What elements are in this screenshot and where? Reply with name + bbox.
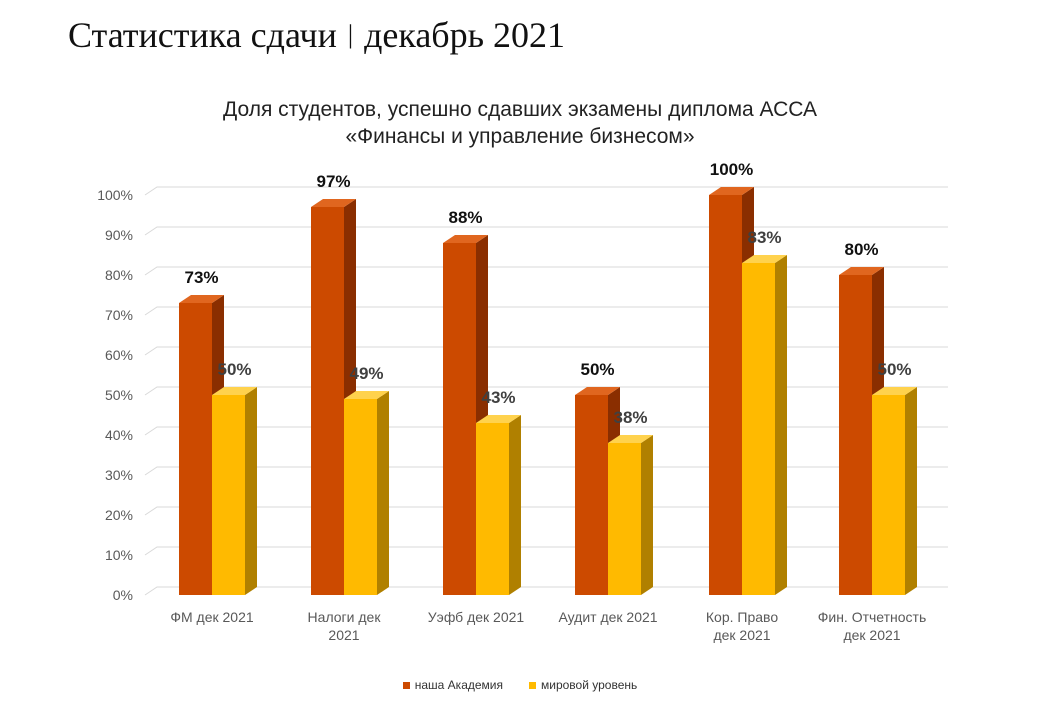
bar-world-side: [509, 415, 521, 595]
data-label-academy: 88%: [448, 208, 482, 227]
legend-item-academy: наша Академия: [402, 678, 503, 692]
gridline: [144, 346, 948, 356]
bar-world-side: [245, 387, 257, 595]
gridline: [144, 386, 948, 396]
bar-world: [476, 423, 509, 595]
x-category-label: дек 2021: [713, 627, 770, 643]
page-title: Статистика сдачи | декабрь 2021: [68, 14, 565, 56]
bar-world-top: [212, 387, 257, 395]
data-label-world: 49%: [349, 364, 383, 383]
bar-academy-top: [443, 235, 488, 243]
bar-academy-top: [311, 199, 356, 207]
bar-world-top: [608, 435, 653, 443]
x-category-label: Уэфб дек 2021: [428, 609, 525, 625]
y-tick-label: 0%: [113, 587, 133, 603]
page-title-left: Статистика сдачи: [68, 15, 337, 55]
bar-world: [608, 443, 641, 595]
x-category-label: Кор. Право: [706, 609, 778, 625]
bar-world: [212, 395, 245, 595]
bar-world-top: [344, 391, 389, 399]
bar-academy-top: [575, 387, 620, 395]
bar-world: [344, 399, 377, 595]
gridline: [144, 586, 948, 596]
gridline: [144, 186, 948, 196]
x-category-label: дек 2021: [843, 627, 900, 643]
bar-academy-top: [709, 187, 754, 195]
bar-academy: [709, 195, 742, 595]
y-tick-label: 70%: [105, 307, 133, 323]
data-label-academy: 73%: [184, 268, 218, 287]
gridline: [144, 426, 948, 436]
gridline: [144, 226, 948, 236]
data-label-academy: 100%: [710, 160, 753, 179]
bar-academy: [839, 275, 872, 595]
y-tick-label: 100%: [97, 187, 133, 203]
bar-world-side: [641, 435, 653, 595]
bar-academy: [311, 207, 344, 595]
chart-title-line-1: Доля студентов, успешно сдавших экзамены…: [223, 98, 817, 121]
gridline: [144, 506, 948, 516]
x-category-label: Аудит дек 2021: [558, 609, 657, 625]
bar-academy: [179, 303, 212, 595]
y-tick-label: 10%: [105, 547, 133, 563]
x-category-label: Фин. Отчетность: [818, 609, 927, 625]
bar-world-top: [476, 415, 521, 423]
page-title-right: декабрь 2021: [364, 15, 566, 55]
x-category-label: Налоги дек: [308, 609, 382, 625]
chart-legend: наша Академия мировой уровень: [0, 678, 1040, 692]
x-category-label: ФМ дек 2021: [170, 609, 254, 625]
y-tick-label: 60%: [105, 347, 133, 363]
x-category-label: 2021: [328, 627, 359, 643]
chart-title: Доля студентов, успешно сдавших экзамены…: [0, 96, 1040, 150]
bar-world: [872, 395, 905, 595]
title-separator: |: [347, 20, 354, 49]
gridline: [144, 546, 948, 556]
gridline: [144, 306, 948, 316]
bar-academy-top: [839, 267, 884, 275]
bar-world-side: [377, 391, 389, 595]
y-tick-label: 20%: [105, 507, 133, 523]
chart-title-line-2: «Финансы и управление бизнесом»: [345, 125, 695, 148]
bar-world-top: [872, 387, 917, 395]
data-label-world: 83%: [747, 228, 781, 247]
data-label-academy: 97%: [316, 172, 350, 191]
legend-swatch-world: [529, 681, 536, 689]
legend-label-academy: наша Академия: [414, 678, 503, 692]
y-tick-label: 50%: [105, 387, 133, 403]
data-label-world: 50%: [877, 360, 911, 379]
bar-academy: [575, 395, 608, 595]
bar-academy-top: [179, 295, 224, 303]
gridline: [144, 266, 948, 276]
bar-world-side: [905, 387, 917, 595]
y-tick-label: 80%: [105, 267, 133, 283]
legend-label-world: мировой уровень: [541, 678, 638, 692]
bar-world: [742, 263, 775, 595]
y-tick-label: 30%: [105, 467, 133, 483]
y-tick-label: 90%: [105, 227, 133, 243]
data-label-world: 38%: [613, 408, 647, 427]
bar-academy: [443, 243, 476, 595]
data-label-academy: 50%: [580, 360, 614, 379]
data-label-academy: 80%: [844, 240, 878, 259]
data-label-world: 50%: [217, 360, 251, 379]
bar-world-side: [775, 255, 787, 595]
y-tick-label: 40%: [105, 427, 133, 443]
legend-swatch-academy: [402, 681, 410, 689]
bar-world-top: [742, 255, 787, 263]
legend-item-world: мировой уровень: [529, 678, 637, 692]
data-label-world: 43%: [481, 388, 515, 407]
gridline: [144, 466, 948, 476]
